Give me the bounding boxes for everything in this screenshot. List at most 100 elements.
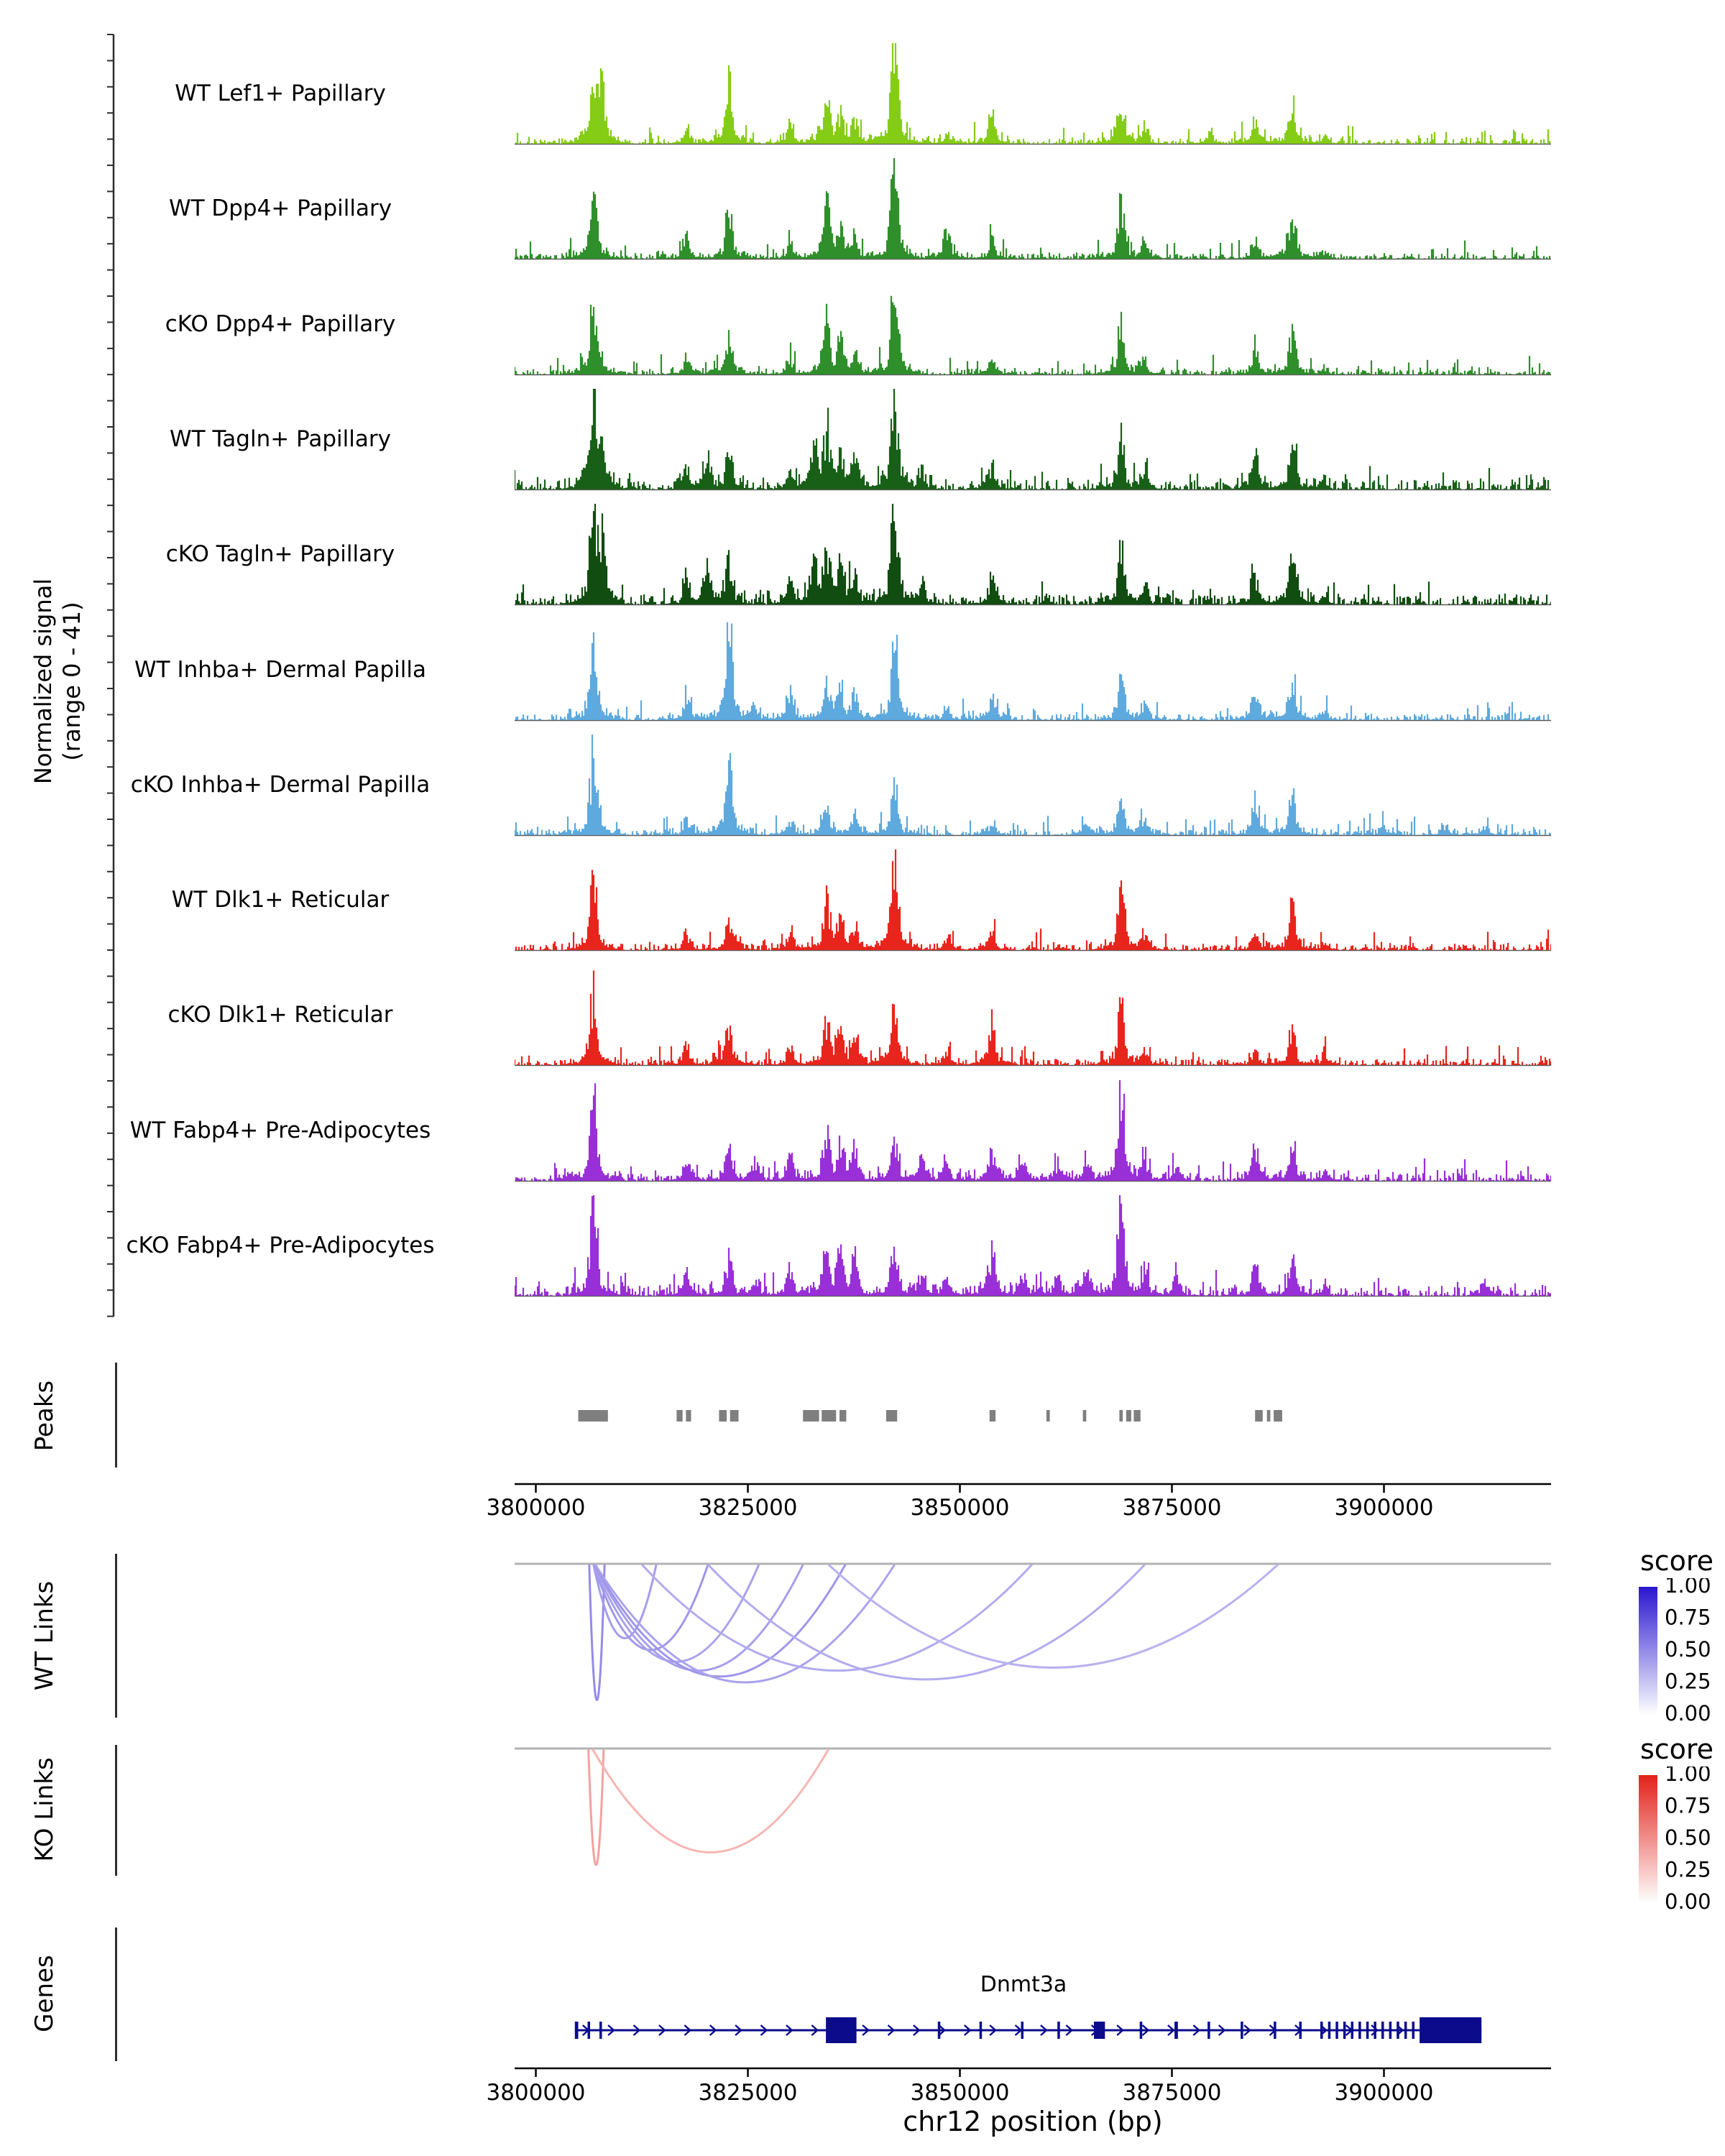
peak-region bbox=[886, 1410, 898, 1422]
signal-track-plot bbox=[515, 849, 1551, 952]
signal-track-3: cKO Dpp4+ Papillary bbox=[0, 265, 1725, 381]
gene-direction-arrow bbox=[735, 2024, 742, 2036]
x-tick-label: 3900000 bbox=[1334, 1495, 1433, 1521]
gene-direction-arrow bbox=[632, 2024, 641, 2036]
signal-track-label: WT Dlk1+ Reticular bbox=[171, 887, 390, 913]
peak-region bbox=[719, 1410, 727, 1422]
signal-track-label: cKO Inhba+ Dermal Papilla bbox=[130, 771, 431, 798]
link-arc bbox=[592, 1564, 709, 1651]
x-tick-label: 3800000 bbox=[486, 2080, 585, 2106]
genes-x-axis: 3800000 3825000 3850000 3875000 3900000 bbox=[486, 2067, 1551, 2106]
link-arc bbox=[707, 1563, 1146, 1681]
genes-section-label: Genes bbox=[30, 1955, 59, 2032]
signal-track-7: cKO Inhba+ Dermal Papilla bbox=[0, 726, 1725, 842]
x-tick-label: 3875000 bbox=[1122, 1495, 1221, 1521]
gene-direction-arrow bbox=[1040, 2024, 1048, 2036]
x-tick-label: 3825000 bbox=[698, 1495, 797, 1521]
gene-exon bbox=[1358, 2022, 1361, 2039]
peak-region bbox=[803, 1410, 819, 1422]
link-arc bbox=[587, 1749, 605, 1866]
ko-links-track bbox=[515, 1747, 1551, 1866]
signal-track-label: cKO Fabp4+ Pre-Adipocytes bbox=[126, 1233, 435, 1258]
gene-exon bbox=[1208, 2022, 1210, 2039]
gene-exon bbox=[1021, 2022, 1024, 2039]
peak-region bbox=[1082, 1410, 1087, 1422]
gene-direction-arrow bbox=[1243, 2024, 1251, 2036]
score-tick-label: 0.75 bbox=[1665, 1606, 1711, 1630]
gene-direction-arrow bbox=[1192, 2024, 1201, 2036]
gene-exon bbox=[979, 2022, 983, 2039]
gene-exon bbox=[1328, 2022, 1331, 2039]
x-axis-title: chr12 position (bp) bbox=[903, 2106, 1163, 2137]
gene-exon bbox=[1374, 2022, 1376, 2039]
x-tick-label: 3850000 bbox=[910, 1495, 1009, 1521]
signal-track-5: cKO Tagln+ Papillary bbox=[0, 495, 1725, 611]
gene-exon bbox=[1057, 2022, 1060, 2039]
gene-direction-arrow bbox=[1167, 2024, 1175, 2036]
score-gradient-bar bbox=[1639, 1775, 1657, 1903]
peak-region bbox=[822, 1410, 837, 1422]
x-tick-label: 3825000 bbox=[698, 2080, 797, 2106]
x-tick-label: 3875000 bbox=[1122, 2080, 1221, 2106]
signal-track-plot bbox=[515, 1079, 1551, 1181]
peak-region bbox=[1255, 1410, 1263, 1422]
x-tick-label: 3850000 bbox=[910, 2080, 1009, 2106]
link-arc bbox=[593, 1564, 847, 1678]
gene-direction-arrow bbox=[913, 2024, 921, 2036]
gene-exon bbox=[1241, 2022, 1243, 2039]
signal-track-plot bbox=[515, 158, 1551, 260]
gene-exon bbox=[1335, 2022, 1338, 2039]
gene-exon bbox=[1174, 2022, 1178, 2039]
link-arc bbox=[592, 1564, 658, 1639]
score-tick-label: 0.25 bbox=[1665, 1858, 1711, 1882]
signal-y-axis bbox=[107, 34, 115, 1317]
x-tick-label: 3800000 bbox=[486, 1495, 585, 1521]
score-tick-label: 0.50 bbox=[1665, 1825, 1711, 1850]
score-tick-label: 1.00 bbox=[1665, 1766, 1711, 1786]
score-tick-label: 0.00 bbox=[1665, 1701, 1711, 1726]
gene-exon bbox=[1366, 2022, 1369, 2039]
signal-track-1: WT Lef1+ Papillary bbox=[0, 34, 1725, 150]
peak-region bbox=[840, 1410, 847, 1422]
signal-track-6: WT Inhba+ Dermal Papilla bbox=[0, 611, 1725, 727]
gene-exon bbox=[1094, 2022, 1105, 2039]
gene-exon bbox=[1320, 2022, 1323, 2039]
peak-region bbox=[1133, 1410, 1141, 1422]
signal-track-label: WT Dpp4+ Papillary bbox=[168, 195, 392, 222]
peak-region bbox=[1126, 1410, 1131, 1422]
link-arc bbox=[594, 1564, 896, 1684]
signal-track-plot bbox=[515, 622, 1551, 721]
link-arc bbox=[827, 1563, 1279, 1669]
signal-track-9: cKO Dlk1+ Reticular bbox=[0, 956, 1725, 1072]
gene-direction-arrow bbox=[760, 2024, 768, 2036]
gene-direction-arrow bbox=[963, 2024, 972, 2036]
peak-region bbox=[686, 1410, 691, 1422]
gene-exon bbox=[1381, 2022, 1384, 2039]
score-tick-label: 1.00 bbox=[1665, 1578, 1711, 1598]
link-arc bbox=[592, 1564, 760, 1663]
signal-track-label: WT Tagln+ Papillary bbox=[170, 425, 391, 452]
wt-links-section-bracket bbox=[115, 1554, 117, 1718]
signal-track-label: WT Fabp4+ Pre-Adipocytes bbox=[129, 1117, 431, 1143]
peak-region bbox=[1274, 1410, 1282, 1422]
signal-track-11: cKO Fabp4+ Pre-Adipocytes bbox=[0, 1187, 1725, 1302]
signal-track-8: WT Dlk1+ Reticular bbox=[0, 841, 1725, 957]
gene-exon bbox=[1343, 2022, 1346, 2039]
score-tick-label: 0.50 bbox=[1665, 1637, 1711, 1662]
signal-track-plot bbox=[515, 734, 1551, 837]
gene-model-track bbox=[574, 2017, 1482, 2043]
link-arc bbox=[592, 1749, 829, 1853]
peak-region bbox=[989, 1410, 996, 1422]
signal-track-label: cKO Dpp4+ Papillary bbox=[165, 310, 396, 337]
wt-links-track bbox=[515, 1562, 1551, 1701]
wt-score-legend-title: score bbox=[1639, 1545, 1714, 1577]
ko-score-legend: 1.00 0.75 0.50 0.25 0.00 bbox=[1639, 1766, 1711, 1914]
peak-region bbox=[676, 1410, 683, 1422]
score-tick-label: 0.25 bbox=[1665, 1669, 1711, 1694]
link-arc bbox=[588, 1564, 606, 1701]
gene-exon bbox=[826, 2017, 857, 2043]
signal-track-label: WT Lef1+ Papillary bbox=[175, 80, 386, 106]
score-tick-label: 0.00 bbox=[1665, 1889, 1711, 1914]
peaks-track bbox=[578, 1410, 1282, 1422]
signal-track-plot bbox=[515, 43, 1551, 145]
